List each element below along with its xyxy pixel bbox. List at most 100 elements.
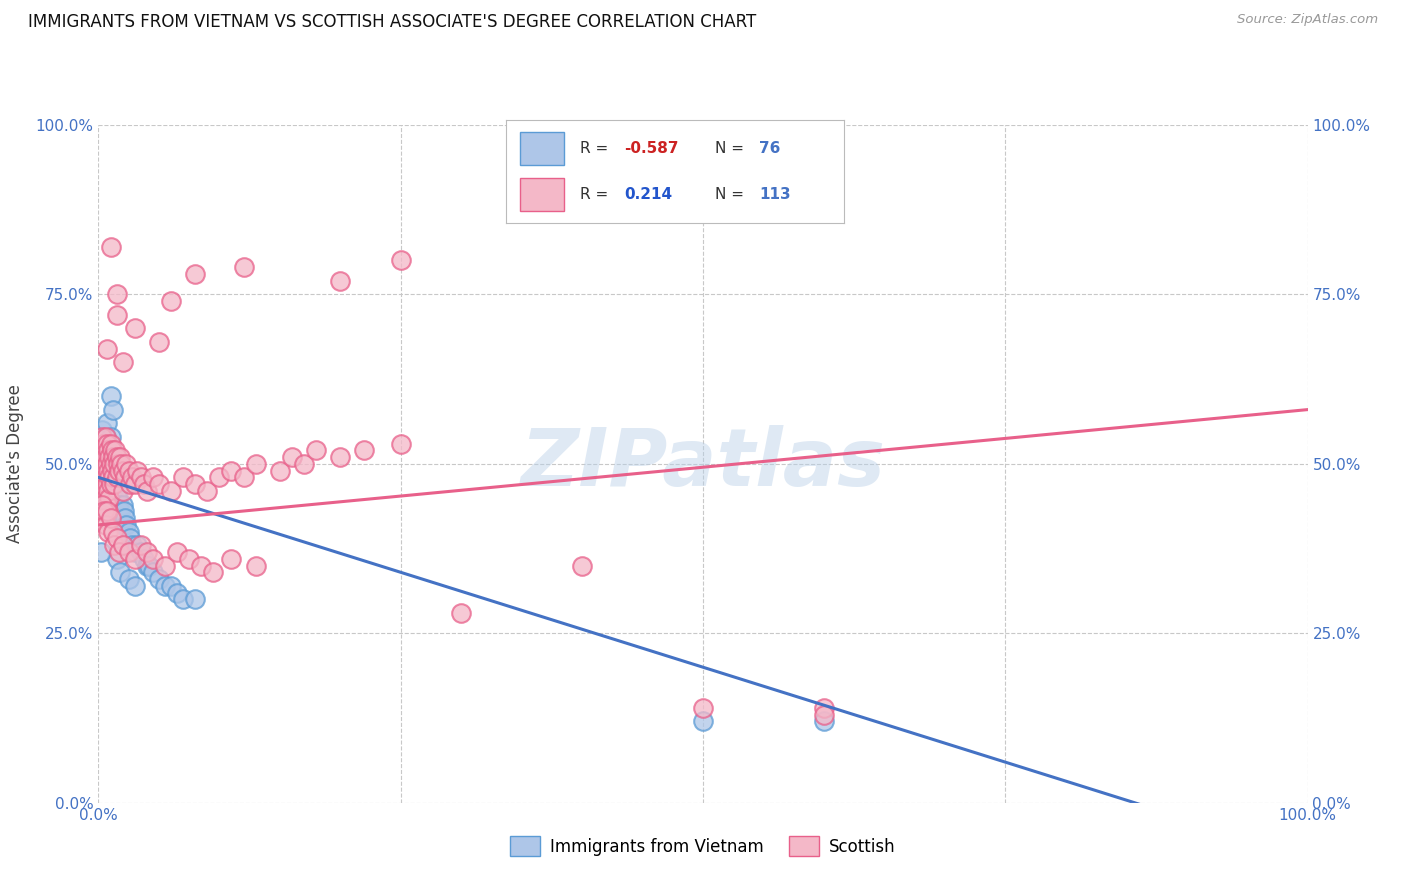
Point bbox=[153, 579, 176, 593]
Point bbox=[292, 457, 315, 471]
Point bbox=[90, 457, 112, 471]
Text: 113: 113 bbox=[759, 186, 790, 202]
Point bbox=[96, 436, 118, 450]
Point bbox=[184, 477, 207, 491]
Point bbox=[329, 450, 352, 464]
Point bbox=[104, 477, 127, 491]
Point bbox=[107, 511, 129, 525]
Point bbox=[100, 464, 122, 478]
Point bbox=[111, 483, 134, 498]
Point bbox=[90, 477, 112, 491]
Point bbox=[135, 545, 157, 559]
Point bbox=[245, 558, 267, 573]
Point bbox=[100, 443, 122, 458]
Point bbox=[96, 498, 118, 512]
Point bbox=[281, 450, 304, 464]
Point bbox=[96, 457, 118, 471]
Point bbox=[110, 511, 132, 525]
Point bbox=[103, 491, 125, 505]
Point bbox=[160, 294, 183, 309]
Point bbox=[138, 558, 160, 573]
Point bbox=[101, 457, 124, 471]
Point bbox=[96, 416, 118, 430]
Y-axis label: Associate's Degree: Associate's Degree bbox=[7, 384, 24, 543]
Point bbox=[118, 545, 141, 559]
Text: R =: R = bbox=[581, 141, 613, 155]
Point bbox=[153, 558, 176, 573]
Point bbox=[148, 477, 170, 491]
Text: 76: 76 bbox=[759, 141, 780, 155]
Point bbox=[101, 450, 124, 464]
Point bbox=[127, 464, 149, 478]
Point bbox=[108, 504, 131, 518]
Point bbox=[94, 517, 117, 532]
Point bbox=[112, 504, 135, 518]
Point bbox=[160, 483, 183, 498]
FancyBboxPatch shape bbox=[520, 178, 564, 211]
Point bbox=[692, 701, 714, 715]
Point bbox=[97, 464, 120, 478]
Point bbox=[96, 457, 118, 471]
Point bbox=[98, 491, 121, 505]
Point bbox=[142, 566, 165, 580]
Point bbox=[91, 470, 114, 484]
Point bbox=[124, 477, 146, 491]
Point bbox=[103, 470, 125, 484]
Point bbox=[93, 443, 115, 458]
Point bbox=[142, 551, 165, 566]
Point bbox=[100, 457, 122, 471]
Point bbox=[118, 464, 141, 478]
Point bbox=[195, 483, 218, 498]
Point bbox=[108, 566, 131, 580]
Point bbox=[96, 342, 118, 356]
Point bbox=[105, 287, 128, 301]
Point bbox=[97, 464, 120, 478]
Point bbox=[245, 457, 267, 471]
Point bbox=[100, 498, 122, 512]
Point bbox=[105, 551, 128, 566]
Text: -0.587: -0.587 bbox=[624, 141, 679, 155]
Point bbox=[98, 470, 121, 484]
Point bbox=[105, 308, 128, 322]
Text: Source: ZipAtlas.com: Source: ZipAtlas.com bbox=[1237, 13, 1378, 27]
Point bbox=[94, 470, 117, 484]
Point bbox=[111, 355, 134, 369]
Point bbox=[94, 430, 117, 444]
Point bbox=[91, 470, 114, 484]
Point bbox=[105, 450, 128, 464]
Point bbox=[111, 517, 134, 532]
Point bbox=[100, 240, 122, 254]
Point bbox=[124, 551, 146, 566]
Point bbox=[91, 457, 114, 471]
Point bbox=[571, 199, 593, 213]
Point bbox=[160, 579, 183, 593]
Point bbox=[107, 491, 129, 505]
Point bbox=[111, 498, 134, 512]
Point bbox=[91, 450, 114, 464]
Point bbox=[129, 538, 152, 552]
Point bbox=[97, 504, 120, 518]
Point bbox=[89, 443, 111, 458]
Point bbox=[221, 464, 243, 478]
Point bbox=[110, 457, 132, 471]
Point bbox=[91, 450, 114, 464]
Point bbox=[94, 450, 117, 464]
Point bbox=[114, 511, 136, 525]
FancyBboxPatch shape bbox=[520, 132, 564, 164]
Point bbox=[353, 443, 375, 458]
Point bbox=[96, 477, 118, 491]
Point bbox=[94, 491, 117, 505]
Point bbox=[221, 551, 243, 566]
Point bbox=[97, 443, 120, 458]
Point bbox=[96, 504, 118, 518]
Point bbox=[91, 464, 114, 478]
Point bbox=[101, 524, 124, 539]
Text: IMMIGRANTS FROM VIETNAM VS SCOTTISH ASSOCIATE'S DEGREE CORRELATION CHART: IMMIGRANTS FROM VIETNAM VS SCOTTISH ASSO… bbox=[28, 13, 756, 31]
Point bbox=[105, 532, 128, 546]
Point bbox=[97, 483, 120, 498]
Point bbox=[103, 538, 125, 552]
Point bbox=[111, 538, 134, 552]
Point bbox=[813, 707, 835, 722]
Point bbox=[100, 389, 122, 403]
Point bbox=[91, 498, 114, 512]
